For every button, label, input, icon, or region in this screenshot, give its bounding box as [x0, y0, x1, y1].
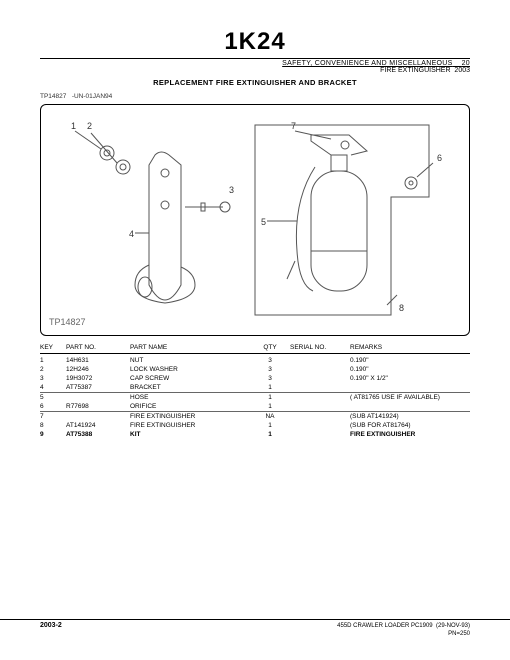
table-row: 7FIRE EXTINGUISHERNA(SUB AT141924) — [40, 412, 470, 421]
parts-diagram: 1 2 3 4 7 — [40, 104, 470, 336]
callout-2: 2 — [87, 121, 92, 131]
col-qty: QTY — [250, 344, 290, 351]
callout-5: 5 — [261, 217, 266, 227]
table-row: 212H246LOCK WASHER30.190" — [40, 365, 470, 374]
table-row: 114H631NUT30.190" — [40, 356, 470, 365]
table-row: 5HOSE1( AT81765 USE IF AVAILABLE) — [40, 393, 470, 402]
section-subheader: FIRE EXTINGUISHER 2003 — [40, 67, 470, 74]
footer-right: 455D CRAWLER LOADER PC1909 (29-NOV-93) P… — [337, 622, 470, 638]
page-title: REPLACEMENT FIRE EXTINGUISHER AND BRACKE… — [40, 78, 470, 87]
table-row: 6R77698ORIFICE1 — [40, 402, 470, 411]
table-row: 4AT75387BRACKET1 — [40, 383, 470, 392]
page-code: 1K24 — [40, 28, 470, 56]
col-key: KEY — [40, 344, 66, 351]
callout-7: 7 — [291, 121, 296, 131]
figure-caption: TP14827 — [49, 317, 86, 327]
tp-reference: TP14827 -UN-01JAN94 — [40, 93, 510, 100]
callout-1: 1 — [71, 121, 76, 131]
callout-3: 3 — [229, 185, 234, 195]
table-row: 9AT75388KIT1FIRE EXTINGUISHER — [40, 430, 470, 439]
table-row: 8AT141924FIRE EXTINGUISHER1(SUB FOR AT81… — [40, 421, 470, 430]
callout-6: 6 — [437, 153, 442, 163]
page-footer: 2003-2 455D CRAWLER LOADER PC1909 (29-NO… — [0, 619, 510, 638]
footer-left: 2003-2 — [40, 622, 62, 638]
col-part-no: PART NO. — [66, 344, 130, 351]
col-remarks: REMARKS — [350, 344, 470, 351]
callout-4: 4 — [129, 229, 134, 239]
col-serial: SERIAL NO. — [290, 344, 350, 351]
callout-8: 8 — [399, 303, 404, 313]
table-row: 319H3072CAP SCREW30.190" X 1/2" — [40, 374, 470, 383]
section-header: SAFETY, CONVENIENCE AND MISCELLANEOUS 20 — [40, 60, 470, 67]
col-part-name: PART NAME — [130, 344, 250, 351]
table-header: KEY PART NO. PART NAME QTY SERIAL NO. RE… — [40, 344, 470, 354]
parts-table: KEY PART NO. PART NAME QTY SERIAL NO. RE… — [40, 344, 470, 439]
